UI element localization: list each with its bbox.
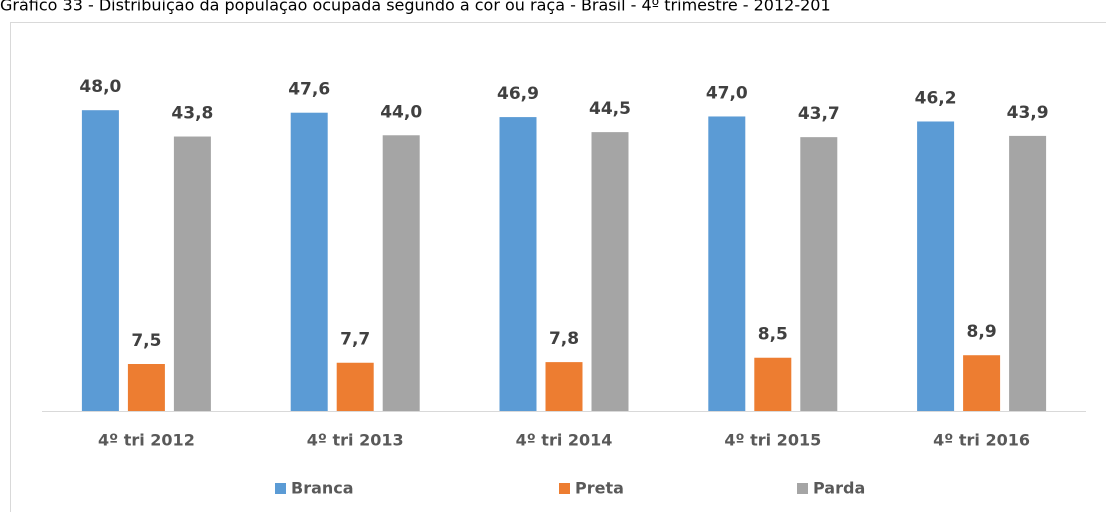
value-label: 47,0 — [706, 83, 748, 103]
value-label: 43,9 — [1007, 103, 1049, 123]
value-label: 46,9 — [497, 84, 539, 104]
legend-label: Branca — [291, 479, 354, 498]
bar — [708, 116, 746, 411]
value-label: 46,2 — [915, 88, 957, 108]
bar — [336, 362, 374, 411]
x-tick-label: 4º tri 2014 — [516, 431, 613, 450]
value-label: 48,0 — [79, 77, 121, 97]
x-tick-label: 4º tri 2012 — [98, 431, 195, 450]
chart-title: Gráfico 33 - Distribuição da população o… — [0, 0, 831, 15]
value-label: 43,7 — [798, 104, 840, 124]
value-label: 47,6 — [288, 80, 330, 100]
legend-swatch — [797, 483, 808, 494]
bar — [127, 364, 165, 411]
x-tick-label: 4º tri 2015 — [724, 431, 821, 450]
bar — [754, 357, 792, 411]
legend-label: Parda — [813, 479, 865, 498]
x-tick-label: 4º tri 2016 — [933, 431, 1030, 450]
value-label: 43,8 — [171, 104, 213, 124]
value-label: 7,5 — [131, 331, 161, 351]
bar — [290, 112, 328, 411]
bar — [800, 137, 838, 411]
bar — [545, 362, 583, 411]
bar — [591, 132, 629, 411]
value-label: 8,9 — [967, 322, 997, 342]
value-label: 44,5 — [589, 99, 631, 119]
bar — [81, 110, 119, 411]
value-label: 7,7 — [340, 330, 370, 350]
legend-swatch — [559, 483, 570, 494]
bar — [917, 121, 955, 411]
legend-label: Preta — [575, 479, 624, 498]
bar — [382, 135, 420, 411]
bar — [173, 136, 211, 411]
value-label: 8,5 — [758, 325, 788, 345]
bar — [963, 355, 1001, 411]
bar — [499, 117, 537, 412]
bar — [1009, 135, 1047, 412]
legend-swatch — [275, 483, 286, 494]
value-label: 7,8 — [549, 329, 579, 349]
chart-border — [10, 22, 1106, 512]
value-label: 44,0 — [380, 102, 422, 122]
x-tick-label: 4º tri 2013 — [307, 431, 404, 450]
